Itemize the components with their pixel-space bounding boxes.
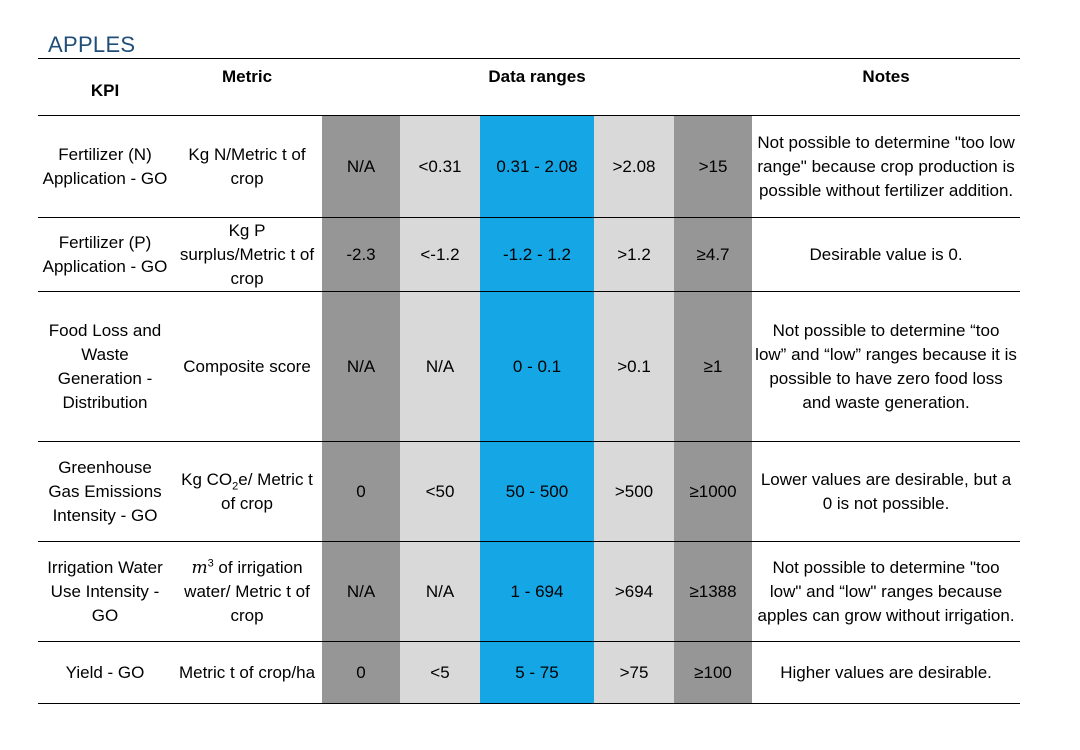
range-low: <50	[400, 441, 480, 542]
table-row: Irrigation Water Use Intensity - GO m3 o…	[38, 541, 1021, 642]
table-row: Yield - GO Metric t of crop/ha 0 <5 5 - …	[38, 641, 1021, 704]
range-low: <-1.2	[400, 217, 480, 292]
range-too-high: ≥1	[674, 291, 753, 442]
kpi-cell: Yield - GO	[65, 662, 145, 682]
range-too-low: -2.3	[322, 217, 400, 292]
kpi-cell: Fertilizer (N) Application - GO	[42, 144, 168, 188]
notes-cell: Lower values are desirable, but a 0 is n…	[760, 469, 1012, 513]
metric-text: Kg CO	[181, 469, 233, 489]
range-high: >0.1	[594, 291, 674, 442]
range-too-low: N/A	[322, 115, 400, 218]
metric-text: e/ Metric t of crop	[221, 469, 313, 513]
kpi-cell: Fertilizer (P) Application - GO	[42, 232, 168, 276]
range-high: >694	[594, 541, 674, 642]
range-high: >1.2	[594, 217, 674, 292]
kpi-data-ranges-table: KPI Metric Data ranges Notes Fertilizer …	[38, 58, 1021, 704]
table-row: Fertilizer (P) Application - GO Kg P sur…	[38, 217, 1021, 292]
header-kpi: KPI	[38, 58, 172, 116]
metric-subscript: 2	[232, 479, 239, 492]
range-low: N/A	[400, 291, 480, 442]
section-title: APPLES	[48, 32, 136, 57]
metric-cell: Kg N/Metric t of crop	[188, 144, 306, 188]
range-too-low: 0	[322, 441, 400, 542]
range-desirable: 5 - 75	[480, 641, 594, 704]
notes-cell: Higher values are desirable.	[780, 662, 992, 682]
range-low: <0.31	[400, 115, 480, 218]
table-row: Food Loss and Waste Generation - Distrib…	[38, 291, 1021, 442]
notes-cell: Not possible to determine "too low range…	[757, 132, 1015, 200]
metric-cell: Composite score	[183, 356, 311, 376]
kpi-cell: Greenhouse Gas Emissions Intensity - GO	[48, 457, 162, 525]
header-notes: Notes	[752, 58, 1021, 116]
metric-cell: m3 of irrigation water/ Metric t of crop	[172, 542, 322, 642]
range-too-high: ≥1000	[674, 441, 753, 542]
header-row: KPI Metric Data ranges Notes	[38, 58, 1021, 116]
kpi-cell: Food Loss and Waste Generation - Distrib…	[48, 320, 162, 412]
range-desirable: 0 - 0.1	[480, 291, 594, 442]
metric-superscript: 3	[207, 556, 214, 569]
range-too-high: ≥1388	[674, 541, 753, 642]
notes-cell: Not possible to determine "too low" and …	[757, 557, 1015, 625]
range-high: >75	[594, 641, 674, 704]
metric-cell: Metric t of crop/ha	[178, 662, 316, 682]
header-metric: Metric	[172, 58, 322, 116]
metric-text: of irrigation water/ Metric t of crop	[184, 557, 310, 625]
range-too-low: N/A	[322, 541, 400, 642]
range-desirable: 0.31 - 2.08	[480, 115, 594, 218]
range-too-low: N/A	[322, 291, 400, 442]
range-desirable: -1.2 - 1.2	[480, 217, 594, 292]
range-too-high: ≥4.7	[674, 217, 753, 292]
range-too-high: ≥100	[674, 641, 753, 704]
metric-text: m	[191, 557, 208, 578]
range-too-low: 0	[322, 641, 400, 704]
header-data-ranges: Data ranges	[322, 58, 753, 116]
range-high: >2.08	[594, 115, 674, 218]
notes-cell: Desirable value is 0.	[809, 244, 963, 264]
range-high: >500	[594, 441, 674, 542]
table-row: Fertilizer (N) Application - GO Kg N/Met…	[38, 115, 1021, 218]
table-row: Greenhouse Gas Emissions Intensity - GO …	[38, 441, 1021, 542]
kpi-cell: Irrigation Water Use Intensity - GO	[47, 557, 163, 625]
metric-cell: Kg CO2e/ Metric t of crop	[172, 442, 322, 542]
metric-cell: Kg P surplus/Metric t of crop	[179, 220, 315, 288]
range-desirable: 50 - 500	[480, 441, 594, 542]
notes-cell: Not possible to determine “too low” and …	[755, 320, 1017, 412]
range-desirable: 1 - 694	[480, 541, 594, 642]
range-low: <5	[400, 641, 480, 704]
range-low: N/A	[400, 541, 480, 642]
range-too-high: >15	[674, 115, 753, 218]
